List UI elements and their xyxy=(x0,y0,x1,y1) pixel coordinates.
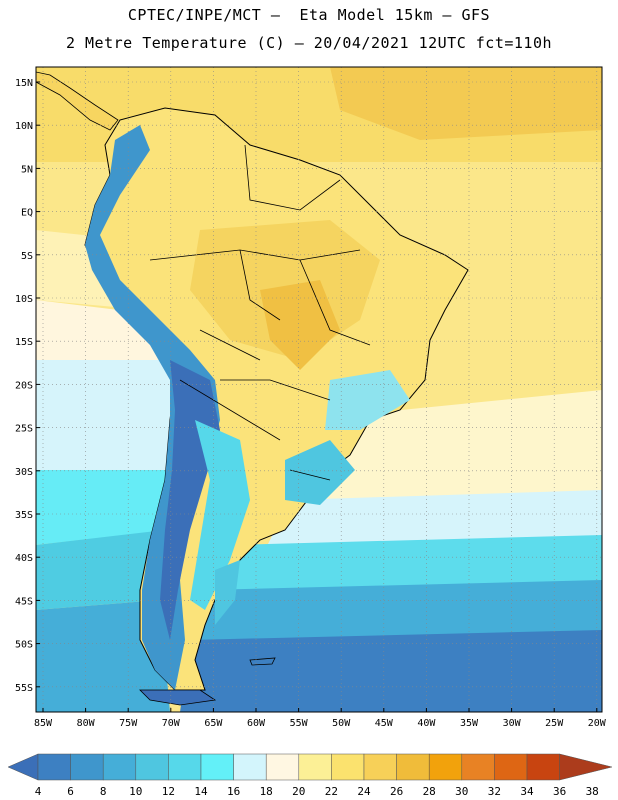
colorbar-box xyxy=(102,753,137,781)
longitude-labels: 85W 80W 75W 70W 65W 60W 55W 50W 45W 40W 35W 30W 25W 2… xyxy=(34,718,607,729)
colorbar-label: 36 xyxy=(553,785,566,798)
colorbar-box xyxy=(494,753,528,781)
colorbar-box xyxy=(70,753,104,781)
colorbar-label: 12 xyxy=(162,785,175,798)
patagonia-cold-area xyxy=(190,420,250,610)
map-subtitle: 2 Metre Temperature (C) – 20/04/2021 12U… xyxy=(65,34,553,52)
lat-label: 15N xyxy=(15,78,33,89)
colorbar-label: 30 xyxy=(455,785,468,798)
colorbar-label: 10 xyxy=(129,785,142,798)
colorbar-box xyxy=(396,753,430,781)
colorbar-label: 14 xyxy=(194,785,208,798)
map-frame xyxy=(35,66,603,713)
colorbar-label: 26 xyxy=(390,785,403,798)
colorbar-right-arrow xyxy=(559,753,613,781)
colorbar-label: 8 xyxy=(100,785,107,798)
lat-label: 40S xyxy=(15,553,33,564)
lat-label: 55S xyxy=(15,683,33,694)
colorbar-label: 4 xyxy=(35,785,42,798)
colorbar-box xyxy=(526,753,560,781)
lat-lon-grid xyxy=(36,67,602,712)
lon-label: 75W xyxy=(119,718,138,729)
lat-label: 5N xyxy=(21,164,33,175)
colorbar-label: 38 xyxy=(586,785,599,798)
colorbar-box xyxy=(168,753,202,781)
lat-label: 20S xyxy=(15,380,33,391)
colorbar-box xyxy=(135,753,169,781)
colorbar-label: 24 xyxy=(357,785,371,798)
lat-label: 15S xyxy=(15,337,33,348)
colorbar-box xyxy=(331,753,365,781)
lon-label: 85W xyxy=(34,718,53,729)
central-hot-area xyxy=(260,280,340,370)
atlantic-hot-band xyxy=(330,67,602,140)
lat-label: 10N xyxy=(15,121,33,132)
pacific-south-band xyxy=(36,600,170,712)
colorbar-label: 16 xyxy=(227,785,240,798)
colorbar-box xyxy=(265,753,300,781)
lon-label: 55W xyxy=(290,718,309,729)
patagonia-coast-area xyxy=(215,560,240,625)
colorbar-box xyxy=(37,753,71,781)
pacific-cool-band xyxy=(36,360,180,470)
colorbar-label: 34 xyxy=(520,785,534,798)
lon-label: 25W xyxy=(545,718,564,729)
colorbar-label: 18 xyxy=(260,785,273,798)
lat-label: 45S xyxy=(15,596,33,607)
lon-label: 30W xyxy=(503,718,522,729)
lat-label: 5S xyxy=(21,251,33,262)
lon-label: 80W xyxy=(77,718,96,729)
colorbar-box xyxy=(200,753,234,781)
uruguay-cold-area xyxy=(285,440,355,505)
map-field xyxy=(36,67,602,712)
lon-label: 35W xyxy=(460,718,479,729)
colorbar-labels: 4 6 8 10 12 14 16 18 20 22 24 26 28 30 32 34 36 38 xyxy=(35,785,599,798)
lat-label: 10S xyxy=(15,294,33,305)
colorbar-label: 20 xyxy=(292,785,305,798)
latitude-labels: 15N 10N 5N EQ 5S 10S 15S 20S 25S 30S 35S 40S 45S 50S 5… xyxy=(15,78,33,694)
colorbar-label: 6 xyxy=(67,785,74,798)
lon-label: 45W xyxy=(375,718,394,729)
colorbar-label: 28 xyxy=(423,785,436,798)
lon-label: 40W xyxy=(417,718,436,729)
lat-label: 35S xyxy=(15,510,33,521)
lat-label: 25S xyxy=(15,424,33,435)
pacific-colder-band xyxy=(36,530,165,610)
colorbar-label: 32 xyxy=(488,785,501,798)
lat-label: 50S xyxy=(15,640,33,651)
lon-label: 60W xyxy=(247,718,266,729)
southeast-brazil-cool-area xyxy=(325,370,410,430)
colorbar-box xyxy=(363,753,397,781)
lon-label: 65W xyxy=(204,718,223,729)
colorbar-label: 22 xyxy=(325,785,338,798)
lon-label: 70W xyxy=(162,718,181,729)
colorbar-left-arrow xyxy=(7,753,39,781)
colorbar-boxes xyxy=(7,753,613,781)
pacific-cold-band xyxy=(36,470,180,545)
lat-label: EQ xyxy=(21,208,33,219)
colorbar-box xyxy=(428,753,463,781)
lat-label: 30S xyxy=(15,467,33,478)
southern-ocean-band xyxy=(180,630,602,712)
lon-label: 20W xyxy=(588,718,607,729)
map-title: CPTEC/INPE/MCT – Eta Model 15km – GFS xyxy=(127,6,491,24)
lon-label: 50W xyxy=(332,718,351,729)
colorbar-box xyxy=(461,753,495,781)
central-america-land xyxy=(36,71,119,131)
country-borders xyxy=(149,144,371,481)
atlantic-mild-band xyxy=(300,390,602,520)
temperature-map: 15N 10N 5N EQ 5S 10S 15S 20S 25S 30S 35S 40S 45S 50S 5… xyxy=(15,66,607,729)
colorbar-box xyxy=(233,753,267,781)
tierra-del-fuego xyxy=(139,689,217,706)
colorbar-box xyxy=(298,753,332,781)
